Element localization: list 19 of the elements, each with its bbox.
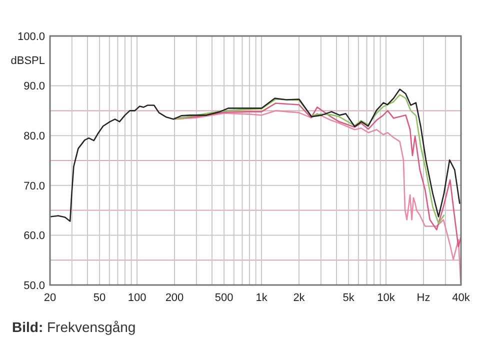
x-tick-label: 40k: [452, 292, 470, 304]
x-tick-label: 500: [214, 292, 234, 304]
y-tick-label: 70.0: [24, 180, 45, 192]
text: Bild: Frekvensgång: [12, 319, 136, 335]
x-tick-label: 100: [128, 292, 146, 304]
y-tick-label: 80.0: [24, 130, 45, 142]
x-tick-label: 2k: [293, 292, 306, 304]
x-tick-label: 10k: [377, 292, 396, 304]
x-tick-label: 5k: [342, 292, 355, 304]
y-tick-label: 100.0: [17, 30, 45, 43]
y-tick-label: 60.0: [24, 230, 45, 242]
x-tick-label: 20: [44, 292, 56, 304]
y-tick-label: 50.0: [24, 280, 45, 292]
y-axis-title: dBSPL: [10, 54, 45, 67]
x-tick-label: Hz: [416, 292, 430, 304]
x-tick-label: 50: [93, 292, 106, 304]
x-tick-label: 200: [165, 292, 184, 304]
y-tick-label: 90.0: [24, 80, 45, 93]
x-tick-label: 1k: [256, 292, 268, 304]
